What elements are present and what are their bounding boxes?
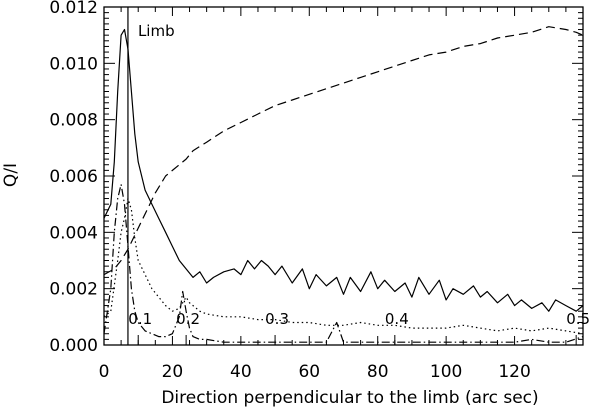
- x-tick-label: 20: [162, 362, 184, 382]
- x-tick-label: 0: [99, 362, 110, 382]
- y-tick-label: 0.008: [49, 111, 98, 131]
- y-tick-label: 0.002: [49, 280, 98, 300]
- series-layer: [103, 26, 584, 343]
- y-axis-label: Q/I: [1, 163, 21, 187]
- limb-marker-label: Limb: [138, 22, 175, 40]
- annotation-label: 0.1: [128, 310, 152, 328]
- annotation-label: 0.2: [176, 310, 200, 328]
- x-tick-label: 100: [430, 362, 462, 382]
- x-tick-label: 80: [367, 362, 389, 382]
- y-tick-label: 0.004: [49, 223, 98, 243]
- x-tick-label: 60: [298, 362, 320, 382]
- x-tick-label: 120: [498, 362, 530, 382]
- axis-layer: 0 20 40 60 80 100 120 0.000 0.002 0.004 0.006 0.008…: [49, 0, 583, 382]
- annotation-label: 0.4: [385, 310, 409, 328]
- series-line-dashed: [103, 26, 584, 276]
- series-line-dotted: [103, 197, 584, 335]
- annotation-label: 0.3: [265, 310, 289, 328]
- x-tick-label: 40: [230, 362, 252, 382]
- annotation-label: 0.5: [566, 310, 590, 328]
- y-tick-label: 0.012: [49, 0, 98, 18]
- annotation-layer: Limb 0.1 0.2 0.3 0.4 0.5: [127, 7, 590, 345]
- y-tick-label: 0.000: [49, 336, 98, 356]
- x-axis-label: Direction perpendicular to the limb (arc…: [161, 388, 538, 408]
- y-tick-label: 0.010: [49, 54, 98, 74]
- y-tick-label: 0.006: [49, 167, 98, 187]
- series-line-solid: [103, 28, 584, 312]
